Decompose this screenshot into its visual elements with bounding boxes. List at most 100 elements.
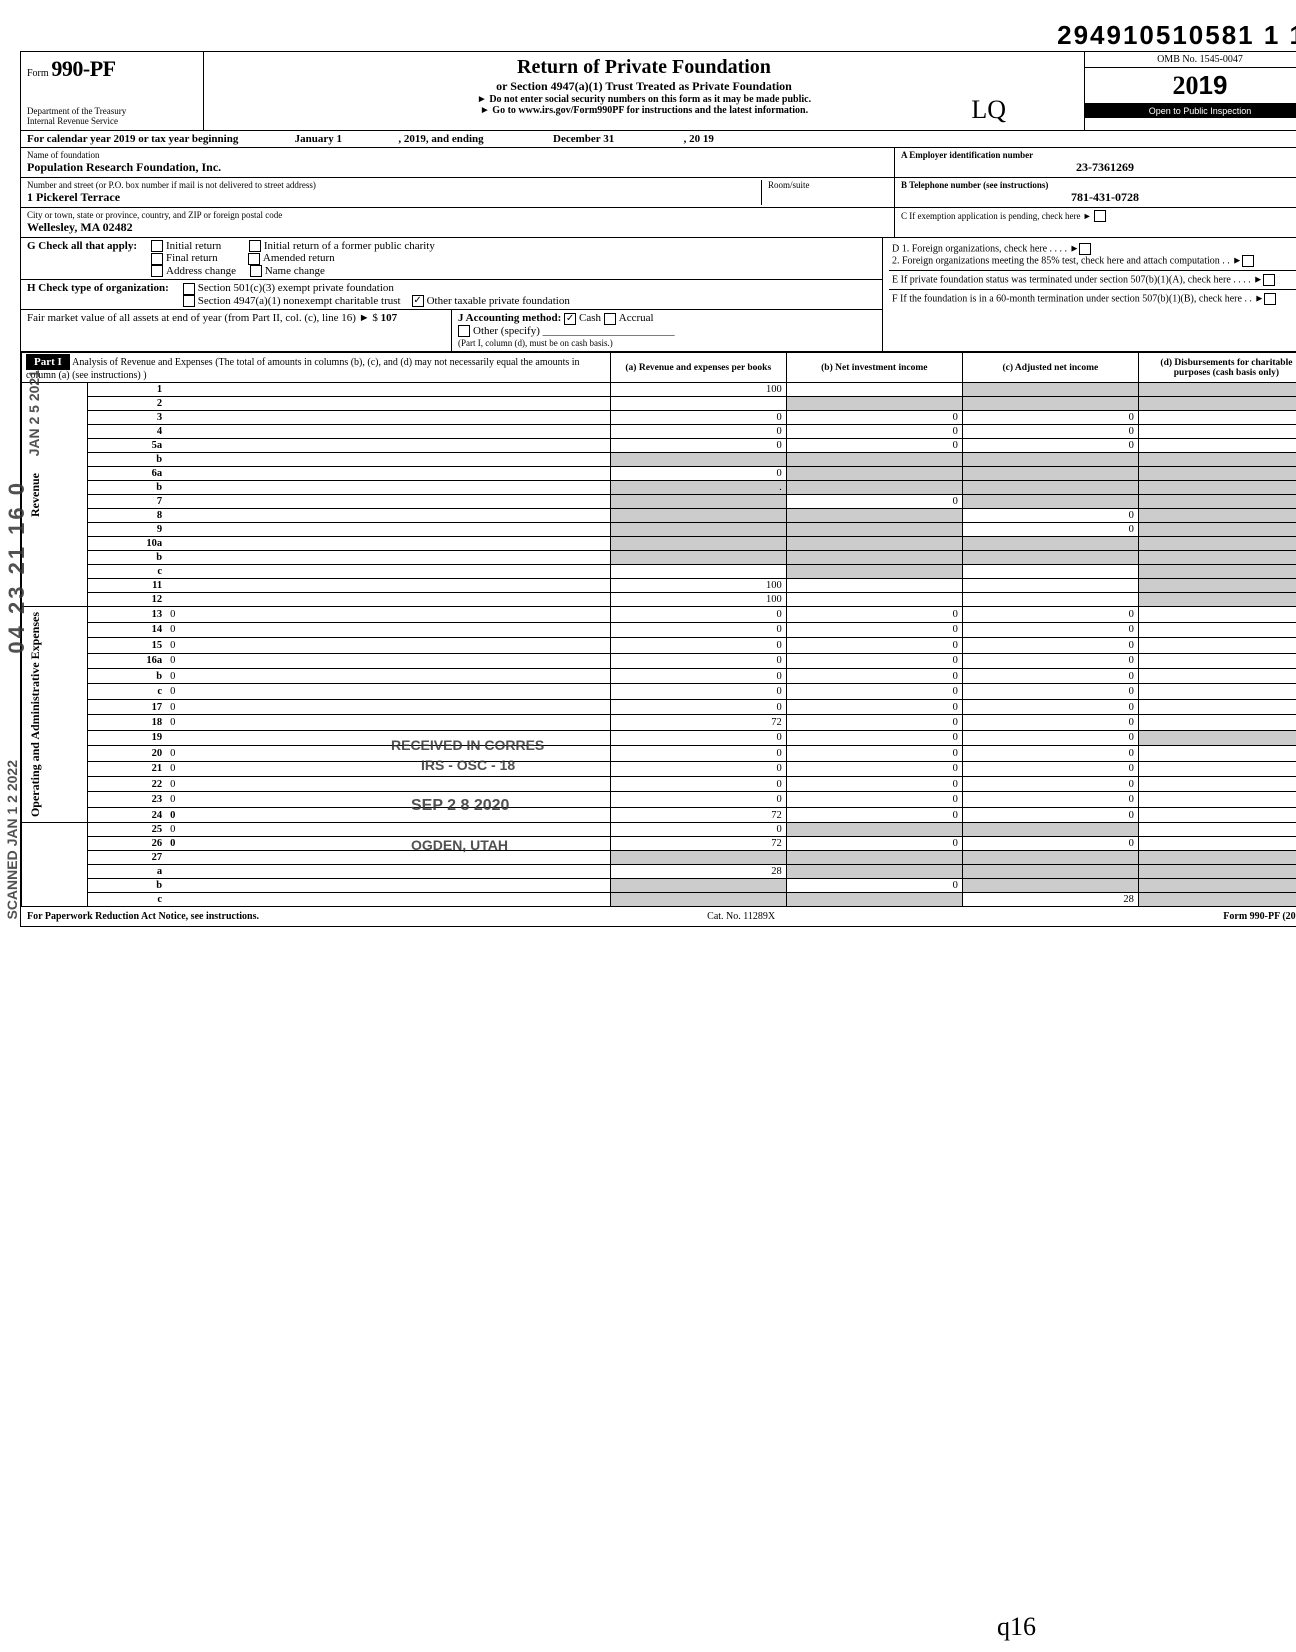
line-number: 23 <box>88 792 166 807</box>
J-other[interactable] <box>458 325 470 337</box>
form-990pf: Form 990-PF Department of the Treasury I… <box>20 51 1296 927</box>
J-accrual[interactable] <box>604 313 616 325</box>
col-c-value: 0 <box>962 792 1138 807</box>
G-initial-return[interactable] <box>151 240 163 252</box>
col-b-value <box>786 481 962 495</box>
col-a-value: 0 <box>610 653 786 668</box>
line-number: 16a <box>88 653 166 668</box>
line-desc <box>166 537 610 551</box>
D1-label: D 1. Foreign organizations, check here .… <box>892 243 1079 254</box>
table-row: 4000 <box>22 425 1296 439</box>
G-former-public[interactable] <box>249 240 261 252</box>
col-a-value <box>610 565 786 579</box>
col-d-value: 0 <box>1138 715 1296 730</box>
col-c-value: 0 <box>962 638 1138 653</box>
D1-checkbox[interactable] <box>1079 243 1091 255</box>
col-d-value <box>1138 509 1296 523</box>
col-d-value <box>1138 893 1296 907</box>
table-row: 1400000 <box>22 622 1296 637</box>
table-row: b0 <box>22 879 1296 893</box>
line-number: 19 <box>88 730 166 745</box>
G-final-return[interactable] <box>151 253 163 265</box>
handwritten-1: q16 <box>997 1612 1036 1642</box>
line-desc: 0 <box>166 792 610 807</box>
col-d-value: 0 <box>1138 761 1296 776</box>
col-a-value: 72 <box>610 807 786 823</box>
col-b-value: 0 <box>786 715 962 730</box>
col-b-value <box>786 453 962 467</box>
line-number: 12 <box>88 593 166 607</box>
col-b-value <box>786 823 962 837</box>
I-label: Fair market value of all assets at end o… <box>27 312 378 324</box>
D2-checkbox[interactable] <box>1242 255 1254 267</box>
form-footer: For Paperwork Reduction Act Notice, see … <box>21 907 1296 926</box>
col-b-value <box>786 537 962 551</box>
col-b-value <box>786 579 962 593</box>
ein: 23-7361269 <box>901 160 1296 175</box>
C-checkbox[interactable] <box>1094 210 1106 222</box>
table-row: 12 100 <box>22 593 1296 607</box>
line-number: b <box>88 481 166 495</box>
line-number: 7 <box>88 495 166 509</box>
foundation-name: Population Research Foundation, Inc. <box>27 160 888 175</box>
line-number: b <box>88 879 166 893</box>
form-ref: Form 990-PF (2019) <box>1223 911 1296 922</box>
dln: 294910510581 1 1 <box>20 20 1296 51</box>
line-desc <box>166 495 610 509</box>
col-c-value: 0 <box>962 607 1138 622</box>
col-a-value <box>610 453 786 467</box>
col-c-value: 0 <box>962 411 1138 425</box>
form-year-box: OMB No. 1545-0047 20201919 Open to Publi… <box>1084 52 1296 130</box>
line-desc: 0 <box>166 638 610 653</box>
col-a-value: 0 <box>610 668 786 683</box>
table-row: 25000 <box>22 823 1296 837</box>
G-amended[interactable] <box>248 253 260 265</box>
col-a-value: 0 <box>610 730 786 745</box>
line-desc <box>166 579 610 593</box>
table-row: 27 <box>22 851 1296 865</box>
col-b-value <box>786 509 962 523</box>
table-row: 1500000 <box>22 638 1296 653</box>
line-desc <box>166 865 610 879</box>
line-desc: 0 <box>166 776 610 791</box>
table-row: 2 <box>22 397 1296 411</box>
G-row: G Check all that apply: Initial return I… <box>21 238 882 280</box>
G-address-change[interactable] <box>151 265 163 277</box>
line-desc: 0 <box>166 653 610 668</box>
col-b-value <box>786 523 962 537</box>
H-4947a1[interactable] <box>183 295 195 307</box>
col-d-value <box>1138 383 1296 397</box>
line-desc: 0 <box>166 823 610 837</box>
col-b-value <box>786 593 962 607</box>
col-a-value: 100 <box>610 383 786 397</box>
H-501c3[interactable] <box>183 283 195 295</box>
F-checkbox[interactable] <box>1264 293 1276 305</box>
public-inspection: Open to Public Inspection <box>1085 104 1296 118</box>
opex-label: Operating and Administrative Expenses <box>26 608 45 821</box>
col-a-value: 72 <box>610 837 786 851</box>
col-d-value: 0 <box>1138 746 1296 761</box>
col-d-header: (d) Disbursements for charitable purpose… <box>1138 353 1296 383</box>
table-row: 18072000 <box>22 715 1296 730</box>
col-a-value: 100 <box>610 593 786 607</box>
J-cash[interactable]: ✓ <box>564 313 576 325</box>
col-a-value: 0 <box>610 684 786 699</box>
H-other-taxable[interactable]: ✓ <box>412 295 424 307</box>
col-c-value: 0 <box>962 761 1138 776</box>
col-b-value: 0 <box>786 776 962 791</box>
col-d-value: 0 <box>1138 792 1296 807</box>
G-name-change[interactable] <box>250 265 262 277</box>
col-d-value <box>1138 851 1296 865</box>
line-number: 6a <box>88 467 166 481</box>
line-number: 13 <box>88 607 166 622</box>
col-c-header: (c) Adjusted net income <box>962 353 1138 383</box>
col-b-value: 0 <box>786 622 962 637</box>
table-row: b00000 <box>22 668 1296 683</box>
table-row: 11100 <box>22 579 1296 593</box>
omb-number: OMB No. 1545-0047 <box>1085 52 1296 68</box>
line-number: b <box>88 668 166 683</box>
E-checkbox[interactable] <box>1263 274 1275 286</box>
col-a-value: 0 <box>610 761 786 776</box>
col-a-value: 0 <box>610 823 786 837</box>
line-desc <box>166 893 610 907</box>
